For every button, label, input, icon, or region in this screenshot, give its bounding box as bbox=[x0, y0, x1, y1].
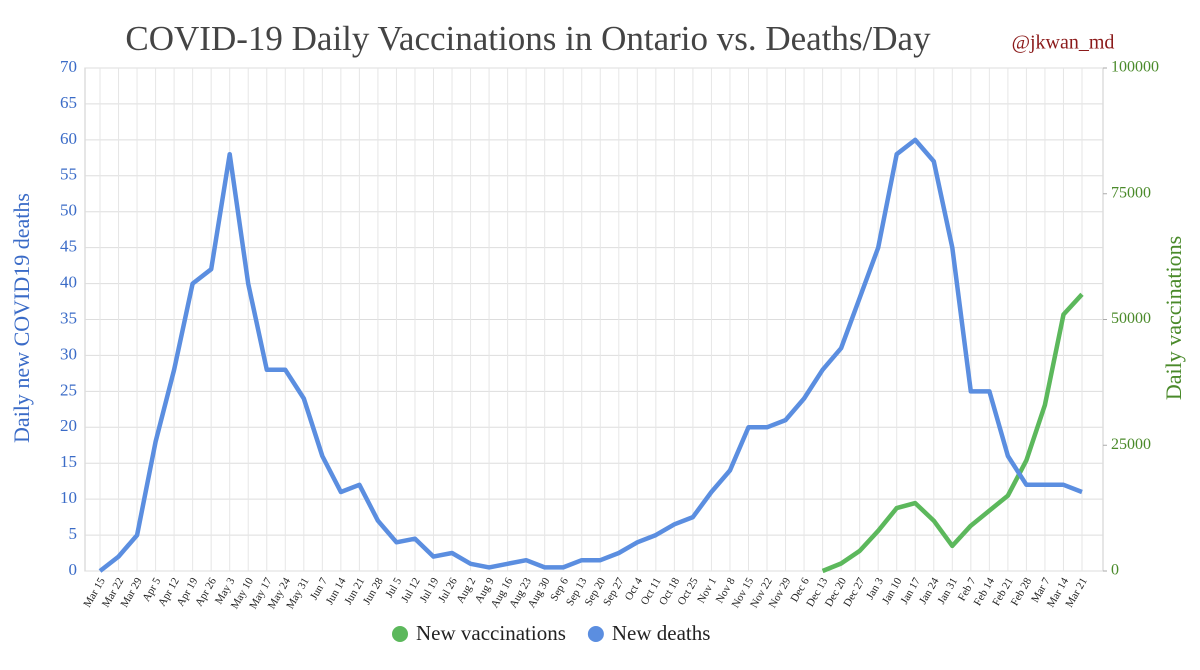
y-tick-label: 20 bbox=[60, 416, 77, 435]
legend-marker bbox=[587, 626, 604, 642]
y-tick-label: 55 bbox=[60, 165, 77, 184]
y2-tick-label: 25000 bbox=[1111, 436, 1151, 453]
series-line bbox=[98, 137, 1083, 573]
y2-tick-label: 100000 bbox=[1111, 59, 1159, 76]
y2-tick-label: 75000 bbox=[1111, 184, 1151, 201]
annotation: @jkwan_md bbox=[1012, 32, 1115, 54]
y-tick-label: 30 bbox=[60, 344, 77, 363]
legend-label: New deaths bbox=[612, 621, 711, 645]
y2-axis-label: Daily vaccinations bbox=[1161, 236, 1186, 400]
chart-title: COVID-19 Daily Vaccinations in Ontario v… bbox=[125, 19, 931, 58]
y-axis-label: Daily new COVID19 deaths bbox=[9, 193, 34, 443]
legend-marker bbox=[392, 626, 408, 642]
y-tick-label: 15 bbox=[60, 452, 77, 471]
y-tick-label: 40 bbox=[60, 272, 77, 291]
y2-tick-label: 50000 bbox=[1111, 310, 1151, 327]
y-tick-label: 65 bbox=[60, 93, 77, 112]
y-tick-label: 70 bbox=[60, 57, 77, 76]
y-tick-label: 25 bbox=[60, 380, 77, 399]
y2-tick-label: 0 bbox=[1111, 562, 1119, 579]
y-tick-label: 60 bbox=[60, 129, 77, 148]
series-line bbox=[821, 292, 1084, 574]
y-tick-label: 0 bbox=[69, 560, 78, 579]
y-tick-label: 5 bbox=[69, 524, 78, 543]
y-tick-label: 10 bbox=[60, 488, 77, 507]
legend-label: New vaccinations bbox=[416, 621, 566, 645]
y-tick-label: 45 bbox=[60, 237, 77, 256]
y-tick-label: 35 bbox=[60, 308, 77, 327]
y-tick-label: 50 bbox=[60, 201, 77, 220]
